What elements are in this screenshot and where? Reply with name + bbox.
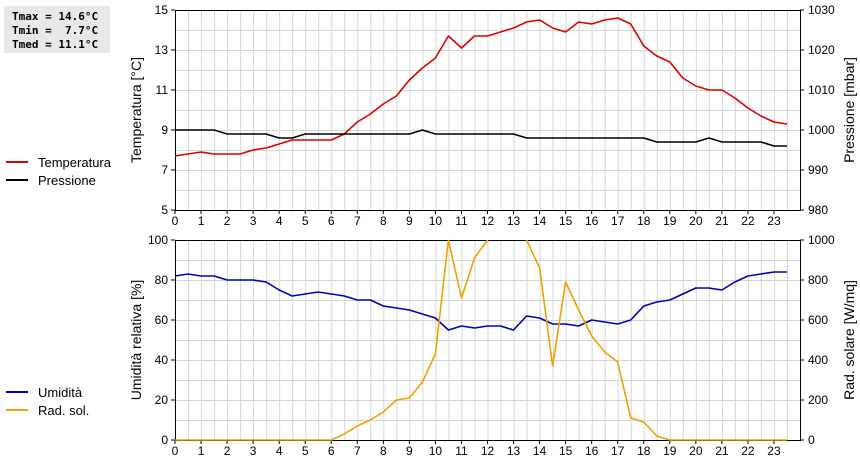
y2-tick-label: 800 bbox=[808, 273, 828, 287]
y2-tick-label: 200 bbox=[808, 393, 828, 407]
legend-bottom: Umidità Rad. sol. bbox=[6, 383, 89, 419]
x-tick-label: 4 bbox=[276, 444, 283, 458]
x-tick-label: 22 bbox=[741, 444, 755, 458]
x-tick-label: 13 bbox=[507, 214, 521, 228]
x-tick-label: 0 bbox=[172, 214, 179, 228]
x-tick-label: 7 bbox=[354, 444, 361, 458]
x-tick-label: 17 bbox=[611, 214, 625, 228]
x-tick-label: 2 bbox=[224, 214, 231, 228]
x-tick-label: 21 bbox=[715, 444, 729, 458]
x-tick-label: 1 bbox=[198, 444, 205, 458]
legend-swatch-umidita bbox=[6, 391, 28, 393]
x-tick-label: 12 bbox=[481, 214, 495, 228]
series-line-umidit bbox=[175, 271, 787, 331]
legend-item-radsol: Rad. sol. bbox=[6, 401, 89, 419]
x-tick-label: 18 bbox=[637, 444, 651, 458]
x-tick-label: 14 bbox=[533, 214, 547, 228]
x-tick-label: 4 bbox=[276, 214, 283, 228]
y2-tick-label: 600 bbox=[808, 313, 828, 327]
y2-tick-label: 1000 bbox=[808, 123, 835, 137]
y-tick-label: 11 bbox=[156, 83, 169, 97]
y-tick-label: 7 bbox=[161, 163, 168, 177]
x-tick-label: 17 bbox=[611, 444, 625, 458]
x-tick-label: 19 bbox=[663, 444, 677, 458]
tmax-text: Tmax = 14.6°C bbox=[12, 10, 99, 23]
series-line-temperatura bbox=[175, 17, 788, 157]
x-tick-label: 9 bbox=[406, 444, 413, 458]
y2-tick-label: 0 bbox=[808, 433, 815, 447]
x-tick-label: 18 bbox=[637, 214, 651, 228]
x-tick-label: 19 bbox=[663, 214, 677, 228]
y-tick-label: 13 bbox=[155, 43, 169, 57]
legend-label-radsol: Rad. sol. bbox=[38, 402, 90, 418]
x-tick-label: 21 bbox=[715, 214, 729, 228]
y-tick-label: 60 bbox=[155, 313, 169, 327]
y-tick-label: 80 bbox=[155, 273, 169, 287]
series-line-rad-sol bbox=[175, 240, 787, 441]
x-tick-label: 20 bbox=[689, 444, 703, 458]
x-tick-label: 3 bbox=[250, 214, 257, 228]
stats-box: Tmax = 14.6°C Tmin = 7.7°C Tmed = 11.1°C bbox=[4, 6, 110, 53]
x-tick-label: 0 bbox=[172, 444, 179, 458]
x-tick-label: 2 bbox=[224, 444, 231, 458]
x-tick-label: 14 bbox=[533, 444, 547, 458]
y-tick-label: 9 bbox=[161, 123, 168, 137]
x-tick-label: 11 bbox=[455, 214, 468, 228]
x-tick-label: 11 bbox=[455, 444, 468, 458]
x-tick-label: 12 bbox=[481, 444, 495, 458]
y2-tick-label: 1020 bbox=[808, 43, 835, 57]
x-tick-label: 9 bbox=[406, 214, 413, 228]
tmed-text: Tmed = 11.1°C bbox=[12, 38, 99, 51]
x-tick-label: 10 bbox=[429, 444, 443, 458]
x-tick-label: 20 bbox=[689, 214, 703, 228]
x-tick-label: 5 bbox=[302, 444, 309, 458]
y2-tick-label: 980 bbox=[808, 203, 828, 217]
x-tick-label: 16 bbox=[585, 444, 599, 458]
legend-label-umidita: Umidità bbox=[38, 384, 83, 400]
legend-top: Temperatura Pressione bbox=[6, 153, 111, 189]
x-tick-label: 6 bbox=[328, 214, 335, 228]
y-tick-label: 5 bbox=[161, 203, 168, 217]
x-tick-label: 23 bbox=[767, 214, 781, 228]
y-tick-label: 15 bbox=[155, 3, 169, 17]
legend-item-pressione: Pressione bbox=[6, 171, 111, 189]
tmin-text: Tmin = 7.7°C bbox=[12, 24, 99, 37]
x-tick-label: 23 bbox=[767, 444, 781, 458]
legend-label-pressione: Pressione bbox=[38, 172, 96, 188]
x-tick-label: 15 bbox=[559, 444, 573, 458]
x-tick-label: 6 bbox=[328, 444, 335, 458]
legend-swatch-temperatura bbox=[6, 161, 28, 163]
legend-swatch-pressione bbox=[6, 179, 28, 181]
x-tick-label: 5 bbox=[302, 214, 309, 228]
y-axis-label: Temperatura [°C] bbox=[128, 57, 144, 163]
legend-swatch-radsol bbox=[6, 409, 28, 411]
x-tick-label: 10 bbox=[429, 214, 443, 228]
x-tick-label: 3 bbox=[250, 444, 257, 458]
x-tick-label: 1 bbox=[198, 214, 205, 228]
x-tick-label: 15 bbox=[559, 214, 573, 228]
y-axis-label: Umidità relativa [%] bbox=[128, 280, 144, 401]
legend-label-temperatura: Temperatura bbox=[38, 154, 111, 170]
legend-item-temperatura: Temperatura bbox=[6, 153, 111, 171]
y2-tick-label: 1030 bbox=[808, 3, 835, 17]
y-tick-label: 100 bbox=[148, 233, 168, 247]
y2-axis-label: Rad. solare [W/mq] bbox=[841, 280, 857, 400]
y-tick-label: 40 bbox=[155, 353, 169, 367]
x-tick-label: 8 bbox=[380, 214, 387, 228]
x-tick-label: 13 bbox=[507, 444, 521, 458]
x-tick-label: 7 bbox=[354, 214, 361, 228]
y2-axis-label: Pressione [mbar] bbox=[841, 57, 857, 163]
x-tick-label: 16 bbox=[585, 214, 599, 228]
y2-tick-label: 400 bbox=[808, 353, 828, 367]
x-tick-label: 8 bbox=[380, 444, 387, 458]
y2-tick-label: 990 bbox=[808, 163, 828, 177]
y2-tick-label: 1010 bbox=[808, 83, 835, 97]
y2-tick-label: 1000 bbox=[808, 233, 835, 247]
y-tick-label: 0 bbox=[161, 433, 168, 447]
series-line-pressione bbox=[175, 129, 787, 147]
y-tick-label: 20 bbox=[155, 393, 169, 407]
legend-item-umidita: Umidità bbox=[6, 383, 89, 401]
x-tick-label: 22 bbox=[741, 214, 755, 228]
